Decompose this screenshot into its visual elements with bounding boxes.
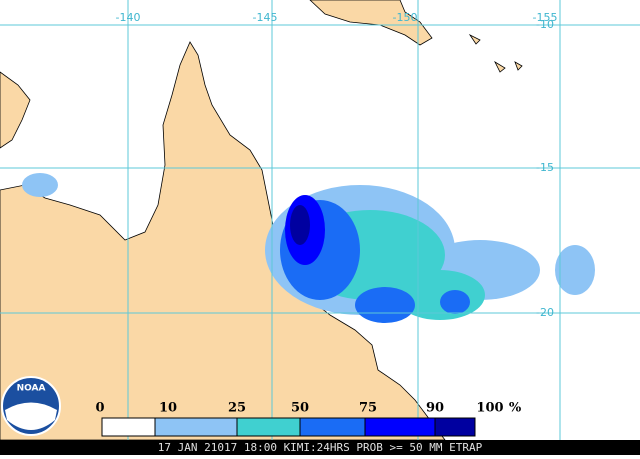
- legend-label: 75: [359, 401, 377, 416]
- rain-light: [22, 173, 58, 197]
- legend-swatch: [299, 417, 366, 437]
- legend-label: 100: [476, 401, 503, 416]
- legend: 0 10 25 50 75 90 100 %: [95, 401, 522, 437]
- legend-label: 90: [426, 401, 444, 416]
- noaa-logo: NOAA: [1, 376, 61, 436]
- longitude-label: -155: [533, 11, 558, 24]
- latitude-label: -20: [536, 306, 554, 319]
- legend-swatch: [364, 417, 436, 437]
- legend-label: 10: [159, 401, 177, 416]
- rain-light: [555, 245, 595, 295]
- longitude-label: -140: [116, 11, 141, 24]
- footer-bar: [0, 440, 640, 455]
- land-northern-territory: [0, 71, 31, 149]
- rain-field: [22, 173, 595, 323]
- legend-swatch: [236, 417, 301, 437]
- graticule: [0, 0, 640, 440]
- land-islands: [468, 33, 523, 73]
- legend-label: 0: [95, 401, 104, 416]
- logo-wave: [5, 402, 57, 430]
- logo-text: NOAA: [17, 384, 46, 394]
- legend-swatch: [154, 417, 238, 437]
- legend-label: 50: [291, 401, 309, 416]
- land-new-guinea: [309, 0, 433, 46]
- legend-unit: %: [509, 401, 522, 416]
- latitude-label: -10: [536, 18, 554, 31]
- longitude-label: -145: [253, 11, 278, 24]
- legend-label: 25: [228, 401, 246, 416]
- land-australia: [0, 41, 446, 441]
- longitude-label: -150: [393, 11, 418, 24]
- rain-extreme: [290, 205, 310, 245]
- latitude-label: -15: [536, 161, 554, 174]
- legend-swatch: [101, 417, 156, 437]
- rain-high: [440, 290, 470, 314]
- footer-caption: 17 JAN 21017 18:00 KIMI:24HRS PROB >= 50…: [158, 441, 483, 454]
- rain-high: [355, 287, 415, 323]
- legend-swatch: [434, 417, 476, 437]
